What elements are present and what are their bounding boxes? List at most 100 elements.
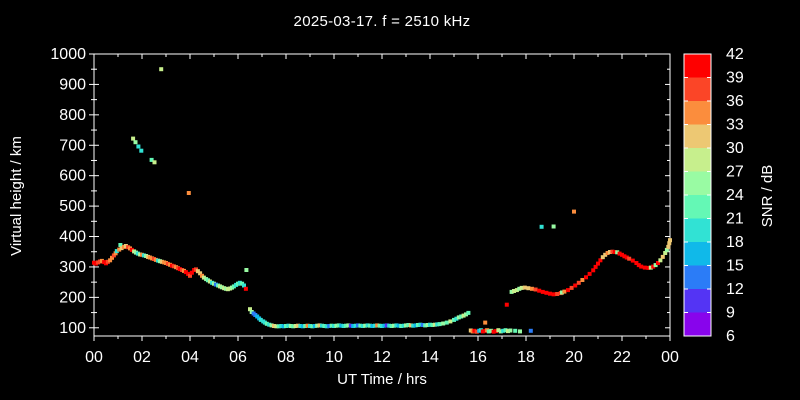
data-point	[489, 328, 494, 333]
data-point	[131, 136, 136, 141]
y-tick-label: 500	[59, 198, 86, 215]
data-point	[276, 324, 281, 329]
data-point	[269, 323, 274, 328]
data-point	[512, 289, 516, 293]
data-point	[413, 323, 418, 328]
data-point	[603, 252, 608, 257]
data-point	[159, 259, 164, 264]
data-point	[404, 323, 408, 328]
data-point	[466, 310, 471, 315]
data-point	[129, 247, 134, 252]
x-tick-label: 02	[133, 349, 151, 366]
data-point	[617, 251, 622, 256]
data-point	[627, 256, 632, 261]
data-point	[123, 244, 128, 248]
data-point	[526, 286, 531, 291]
data-point	[630, 258, 635, 263]
data-point	[411, 323, 416, 328]
y-tick-label: 300	[59, 259, 86, 276]
data-point	[584, 275, 588, 280]
data-point	[418, 322, 423, 327]
y-tick-label: 900	[59, 76, 86, 93]
data-point	[639, 264, 644, 269]
data-point	[508, 328, 513, 333]
colorbar-band	[684, 148, 711, 172]
data-point	[396, 323, 401, 328]
data-point	[219, 285, 224, 290]
data-point	[136, 144, 141, 149]
data-point	[435, 322, 440, 327]
colorbar-tick-label: 39	[726, 70, 744, 87]
data-point	[149, 157, 154, 162]
data-point	[327, 324, 332, 328]
data-point	[288, 324, 293, 328]
data-point	[394, 323, 399, 328]
colorbar-band	[684, 77, 711, 101]
data-point	[656, 261, 660, 265]
data-point	[147, 255, 152, 260]
colorbar-tick-label: 21	[726, 211, 744, 228]
data-point	[566, 288, 570, 293]
data-point	[315, 323, 320, 328]
data-point	[189, 270, 194, 275]
colorbar-band	[684, 54, 711, 78]
colorbar-band	[684, 195, 711, 219]
data-point	[596, 261, 600, 266]
data-point	[658, 258, 663, 263]
data-point	[159, 67, 164, 72]
data-point	[494, 329, 498, 334]
data-point	[660, 254, 665, 259]
colorbar-tick-label: 18	[726, 234, 744, 251]
data-point	[111, 253, 116, 258]
data-point	[105, 259, 110, 264]
data-point	[441, 321, 446, 326]
data-point	[537, 288, 542, 293]
colorbar-tick-label: 24	[726, 187, 744, 204]
data-point	[341, 324, 346, 328]
data-point	[514, 288, 519, 293]
colorbar-band	[684, 242, 711, 266]
data-point	[113, 251, 118, 256]
data-point	[152, 160, 157, 165]
data-point	[195, 269, 200, 274]
x-tick-label: 04	[181, 349, 199, 366]
data-point	[569, 285, 574, 290]
y-tick-label: 100	[59, 320, 86, 337]
y-axis-label: Virtual height / km	[8, 136, 25, 256]
data-point	[420, 323, 425, 327]
data-point	[244, 268, 249, 272]
data-point	[444, 320, 449, 325]
data-point	[141, 253, 146, 258]
x-tick-label: 20	[565, 349, 583, 366]
data-point	[372, 323, 377, 328]
data-point	[198, 271, 203, 276]
data-point	[248, 307, 252, 312]
data-point	[363, 323, 368, 328]
data-point	[298, 324, 303, 328]
data-point	[452, 317, 456, 322]
x-tick-label: 10	[325, 349, 343, 366]
data-point	[351, 324, 356, 328]
data-point	[243, 286, 248, 291]
data-point	[370, 324, 375, 328]
data-point	[624, 255, 629, 260]
data-point	[380, 324, 384, 328]
data-point	[642, 265, 647, 270]
data-point	[498, 329, 503, 334]
data-point	[356, 323, 360, 328]
data-point	[286, 323, 291, 328]
data-point	[300, 324, 305, 329]
data-point	[454, 316, 459, 321]
data-point	[110, 255, 114, 260]
data-point	[332, 324, 336, 328]
data-point	[664, 247, 669, 252]
data-point	[496, 328, 501, 333]
data-point	[377, 323, 382, 328]
data-point	[562, 289, 567, 294]
data-point	[264, 321, 269, 326]
y-tick-label: 700	[59, 137, 86, 154]
colorbar-tick-label: 36	[726, 93, 744, 110]
data-point	[472, 328, 477, 333]
data-point	[653, 263, 658, 268]
data-point	[320, 323, 324, 328]
